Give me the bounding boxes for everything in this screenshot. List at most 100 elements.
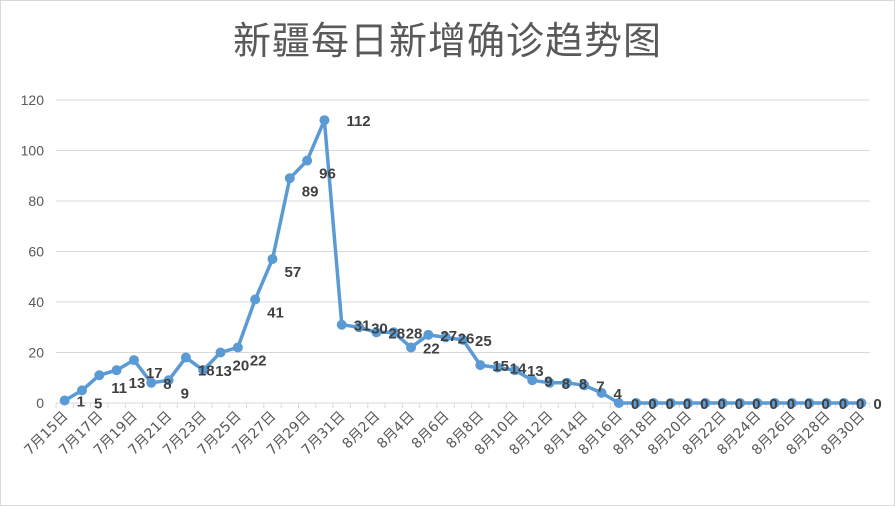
data-label: 57 [284, 264, 301, 281]
data-point [579, 380, 590, 391]
data-point [59, 395, 70, 406]
data-label: 26 [458, 330, 475, 347]
data-label: 8 [163, 376, 171, 393]
data-label: 25 [475, 333, 492, 350]
y-tick-label: 100 [21, 143, 45, 159]
y-tick-label: 0 [36, 395, 44, 411]
data-point [76, 385, 87, 396]
data-label: 0 [769, 396, 777, 413]
data-label: 0 [631, 396, 639, 413]
data-label: 0 [700, 396, 708, 413]
data-label: 27 [440, 328, 457, 345]
data-point [215, 347, 226, 358]
data-label: 28 [388, 325, 405, 342]
chart-title: 新疆每日新增确诊趋势图 [232, 19, 662, 63]
data-point [180, 352, 191, 363]
data-label: 30 [371, 320, 388, 337]
data-label: 7 [596, 378, 604, 395]
data-label: 0 [839, 396, 847, 413]
data-point [752, 398, 763, 408]
data-label: 31 [354, 318, 371, 335]
data-point [856, 398, 867, 408]
data-point [492, 362, 503, 373]
x-tick-label: 8月4日 [374, 409, 418, 453]
data-label: 89 [302, 183, 319, 200]
data-point [717, 398, 728, 408]
data-point [388, 327, 399, 338]
data-point [354, 322, 365, 333]
data-point [769, 398, 780, 408]
data-point [111, 365, 122, 376]
data-point [787, 398, 798, 408]
data-label: 22 [423, 340, 440, 357]
data-point [596, 387, 607, 398]
data-label: 0 [717, 396, 725, 413]
data-point [198, 365, 209, 376]
data-label: 20 [233, 358, 250, 375]
data-label: 0 [873, 396, 881, 413]
data-label: 0 [666, 396, 674, 413]
data-label: 0 [787, 396, 795, 413]
data-point [128, 355, 139, 366]
data-label: 9 [181, 385, 189, 402]
data-point [821, 398, 832, 408]
data-point [665, 398, 676, 408]
data-point [406, 342, 417, 353]
data-point [146, 377, 157, 388]
data-label: 13 [129, 375, 146, 392]
data-point [700, 398, 711, 408]
data-label: 28 [406, 325, 423, 342]
data-label: 41 [267, 304, 284, 321]
data-label: 96 [319, 166, 336, 183]
data-point [94, 370, 105, 381]
data-point [683, 398, 694, 408]
data-label: 4 [614, 386, 623, 403]
data-point [440, 332, 451, 343]
data-point [631, 398, 642, 408]
data-point [336, 319, 347, 330]
data-label: 0 [648, 396, 656, 413]
data-label: 13 [527, 363, 544, 380]
x-tick-label: 8月6日 [409, 409, 453, 453]
data-label: 9 [544, 373, 552, 390]
y-tick-label: 20 [28, 345, 44, 361]
y-tick-label: 120 [21, 92, 45, 108]
data-point [613, 398, 624, 408]
data-label: 8 [562, 376, 570, 393]
y-tick-label: 40 [28, 294, 44, 310]
data-label: 0 [683, 396, 691, 413]
data-label: 13 [215, 363, 232, 380]
data-point [319, 115, 330, 126]
data-point [544, 377, 555, 388]
data-label: 17 [146, 365, 163, 382]
data-point [527, 375, 538, 386]
data-point [302, 155, 313, 166]
data-label: 0 [856, 396, 864, 413]
data-label: 1 [77, 393, 85, 410]
data-point [804, 398, 815, 408]
data-label: 0 [804, 396, 812, 413]
data-label: 112 [346, 113, 370, 130]
data-point [371, 327, 382, 338]
data-label: 15 [492, 358, 509, 375]
data-point [509, 365, 520, 376]
data-label: 11 [111, 380, 127, 397]
data-label: 14 [510, 361, 527, 378]
y-tick-label: 80 [28, 193, 44, 209]
data-label: 0 [735, 396, 743, 413]
data-point [232, 342, 243, 353]
data-label: 0 [821, 396, 829, 413]
data-point [163, 375, 174, 386]
data-label: 5 [94, 395, 102, 412]
data-point [250, 294, 261, 305]
data-point [735, 398, 746, 408]
data-point [284, 173, 295, 184]
data-point [839, 398, 850, 408]
data-point [267, 254, 278, 265]
data-point [458, 334, 468, 345]
data-point [423, 329, 434, 340]
data-point [648, 398, 659, 408]
data-point [561, 377, 572, 388]
